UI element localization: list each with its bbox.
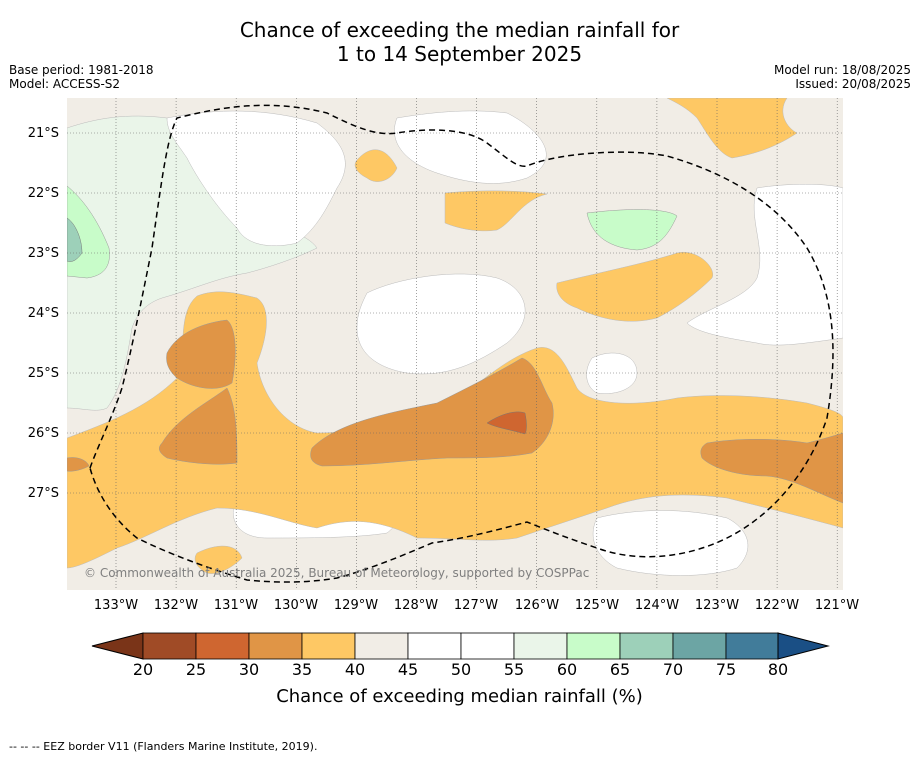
- lon-label: 129°W: [333, 598, 379, 613]
- lon-label: 124°W: [634, 598, 680, 613]
- region-45-55-north: [394, 110, 547, 184]
- lon-label: 123°W: [694, 598, 740, 613]
- colorbar-swatch-75-80: [725, 632, 779, 660]
- region-35-40-east-center: [556, 251, 713, 322]
- model-name: Model: ACCESS-S2: [9, 77, 121, 91]
- colorbar-swatch-70-75: [672, 632, 727, 660]
- lon-label: 126°W: [514, 598, 560, 613]
- rainfall-map: [67, 98, 843, 590]
- colorbar-tick: 50: [450, 660, 472, 679]
- region-30-35-east: [700, 432, 843, 504]
- colorbar-tick: 75: [715, 660, 737, 679]
- colorbar-extend-low: [91, 632, 144, 660]
- region-45-55-east: [686, 184, 843, 346]
- region-30-35-central: [310, 357, 554, 467]
- lon-label: 128°W: [393, 598, 439, 613]
- colorbar-tick: 25: [185, 660, 207, 679]
- colorbar-tick: 65: [609, 660, 631, 679]
- colorbar-swatch-40-45: [354, 632, 409, 660]
- colorbar-swatch-30-35: [248, 632, 303, 660]
- colorbar-swatch-35-40: [301, 632, 356, 660]
- title-line-1: Chance of exceeding the median rainfall …: [239, 18, 680, 42]
- lon-label: 122°W: [754, 598, 800, 613]
- eez-border: [89, 104, 834, 583]
- meta-right: Model run: 18/08/2025 Issued: 20/08/2025: [774, 63, 911, 91]
- lon-label: 125°W: [574, 598, 620, 613]
- region-25-30-central: [486, 411, 527, 435]
- colorbar-swatch-55-60: [513, 632, 568, 660]
- copyright-text: © Commonwealth of Australia 2025, Bureau…: [84, 566, 590, 580]
- lon-label: 127°W: [453, 598, 499, 613]
- colorbar-swatch-25-30: [195, 632, 250, 660]
- lat-label: 23°S: [27, 246, 59, 261]
- colorbar-extend-high: [777, 632, 830, 660]
- lat-label: 21°S: [27, 126, 59, 141]
- region-30-35-west-upper: [166, 319, 236, 389]
- model-run: Model run: 18/08/2025: [773, 63, 911, 77]
- region-35-40-north-small: [354, 149, 398, 182]
- map-title: Chance of exceeding the median rainfall …: [0, 18, 919, 66]
- colorbar-swatch-60-65: [566, 632, 621, 660]
- colorbar-tick: 55: [503, 660, 525, 679]
- colorbar-label: Chance of exceeding median rainfall (%): [276, 686, 643, 707]
- colorbar-swatch-65-70: [619, 632, 674, 660]
- colorbar-tick: 45: [397, 660, 419, 679]
- lon-label: 131°W: [213, 598, 259, 613]
- lat-label: 27°S: [27, 486, 59, 501]
- region-35-40-north-center: [444, 190, 548, 232]
- colorbar-tick: 60: [556, 660, 578, 679]
- lat-label: 24°S: [27, 306, 59, 321]
- colorbar-swatch-45-50: [407, 632, 462, 660]
- title-line-2: 1 to 14 September 2025: [336, 42, 583, 66]
- colorbar-tick: 20: [132, 660, 154, 679]
- colorbar-swatch-50-55: [460, 632, 515, 660]
- colorbar-tick: 35: [291, 660, 313, 679]
- lon-label: 130°W: [273, 598, 319, 613]
- lon-label: 133°W: [93, 598, 139, 613]
- region-35-40-northeast: [666, 98, 798, 159]
- lat-label: 26°S: [27, 426, 59, 441]
- region-60-65-east: [586, 209, 678, 251]
- colorbar-tick: 40: [344, 660, 366, 679]
- issued-date: Issued: 20/08/2025: [795, 77, 911, 91]
- lat-label: 25°S: [27, 366, 59, 381]
- colorbar-tick: 30: [238, 660, 260, 679]
- meta-left: Base period: 1981-2018 Model: ACCESS-S2: [9, 63, 154, 91]
- region-45-55-central: [356, 273, 526, 375]
- grid-lines: [67, 98, 843, 590]
- region-65-70-west: [67, 217, 83, 262]
- colorbar-swatch-20-25: [142, 632, 197, 660]
- region-45-55-west: [166, 110, 346, 247]
- lon-label: 121°W: [814, 598, 860, 613]
- colorbar: [91, 632, 830, 660]
- colorbar-tick: 80: [767, 660, 789, 679]
- region-45-55-southeast: [592, 510, 748, 576]
- lon-label: 132°W: [153, 598, 199, 613]
- lat-label: 22°S: [27, 186, 59, 201]
- region-45-55-mid-east: [586, 352, 638, 394]
- colorbar-tick: 70: [662, 660, 684, 679]
- eez-footnote: -- -- -- EEZ border V11 (Flanders Marine…: [9, 740, 318, 753]
- base-period: Base period: 1981-2018: [9, 63, 154, 77]
- region-30-35-west-lower: [159, 387, 238, 465]
- region-30-35-far-west: [67, 457, 90, 472]
